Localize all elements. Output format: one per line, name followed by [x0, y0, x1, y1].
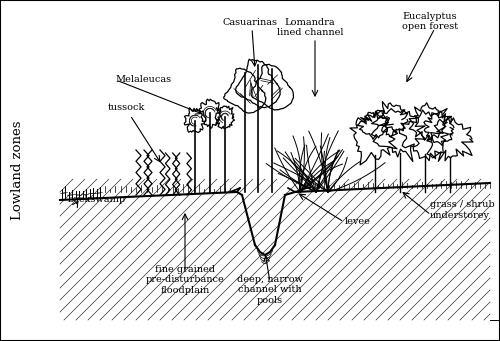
Text: Lomandra
lined channel: Lomandra lined channel	[277, 18, 343, 38]
Text: fine grained
pre-disturbance
floodplain: fine grained pre-disturbance floodplain	[146, 265, 224, 295]
Text: tussock: tussock	[108, 104, 146, 113]
Text: Lowland zones: Lowland zones	[12, 120, 24, 220]
Text: Eucalyptus
open forest: Eucalyptus open forest	[402, 12, 458, 31]
Text: backswamp: backswamp	[68, 195, 126, 205]
Text: Casuarinas: Casuarinas	[222, 18, 278, 27]
Text: Melaleucas: Melaleucas	[115, 75, 171, 85]
Text: deep, narrow
channel with
pools: deep, narrow channel with pools	[237, 275, 303, 305]
Text: grass / shrub
understorey: grass / shrub understorey	[430, 200, 495, 220]
Text: levee: levee	[345, 218, 371, 226]
